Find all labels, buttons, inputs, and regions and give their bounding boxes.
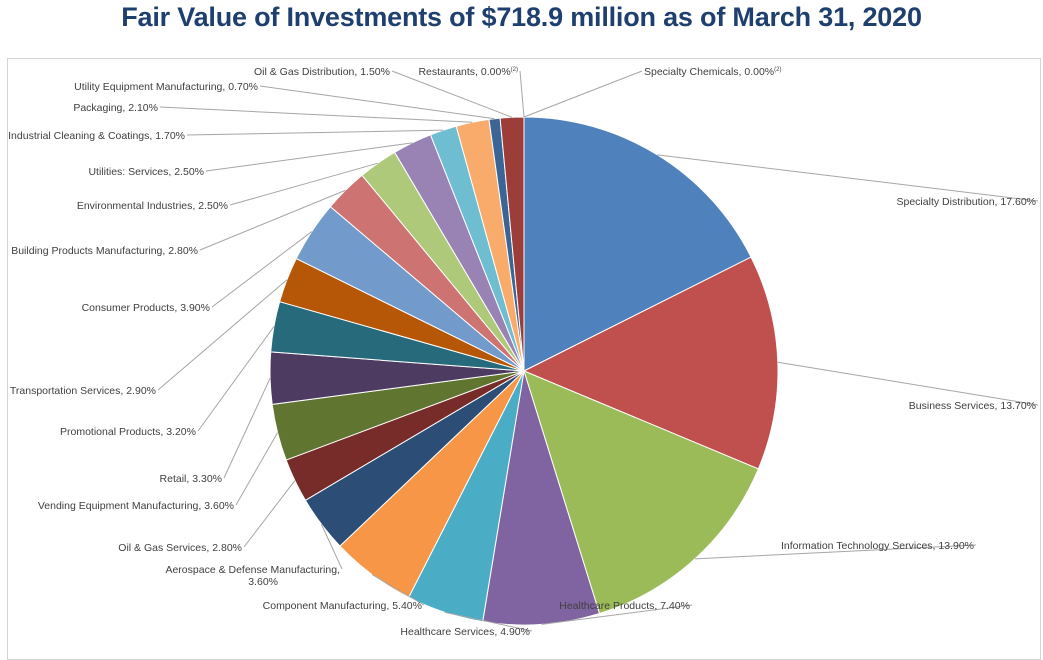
data-label-promotional-products: Promotional Products, 3.20% — [60, 426, 196, 438]
pie-slice-information-technology-services — [523, 370, 760, 615]
leader-line-healthcare-services — [444, 611, 533, 632]
leader-line-promotional-products — [197, 326, 275, 432]
leader-line-building-products-manufacturing — [199, 189, 346, 251]
leader-line-utilities-services — [205, 142, 413, 172]
leader-line-consumer-products — [211, 231, 313, 308]
leader-line-retail — [223, 377, 271, 479]
data-label-oil-gas-distribution: Oil & Gas Distribution, 1.50% — [254, 66, 390, 78]
leader-line-environmental-industries — [229, 162, 379, 206]
leader-line-utility-equipment-manufacturing — [259, 85, 495, 120]
page-title: Fair Value of Investments of $718.9 mill… — [121, 2, 922, 32]
data-label-aerospace-defense-manufacturing-value: 3.60% — [248, 576, 278, 588]
data-label-utility-equipment-manufacturing: Utility Equipment Manufacturing, 0.70% — [74, 81, 258, 93]
leader-line-oil-gas-distribution — [391, 70, 513, 118]
leader-line-aerospace-defense-manufacturing — [320, 523, 343, 570]
data-label-oil-gas-services: Oil & Gas Services, 2.80% — [118, 542, 242, 554]
data-label-building-products-manufacturing: Building Products Manufacturing, 2.80% — [11, 245, 198, 257]
data-label-restaurants: Restaurants, 0.00%(2) — [418, 66, 518, 78]
data-label-information-technology-services: Information Technology Services, 13.90% — [781, 540, 974, 552]
leader-line-packaging — [159, 106, 473, 123]
data-label-healthcare-services: Healthcare Services, 4.90% — [400, 626, 530, 638]
data-label-healthcare-products: Healthcare Products, 7.40% — [559, 600, 690, 612]
data-label-industrial-cleaning-coatings: Industrial Cleaning & Coatings, 1.70% — [8, 130, 185, 142]
leader-line-component-manufacturing — [371, 574, 425, 606]
leader-line-information-technology-services — [694, 544, 977, 560]
leader-line-specialty-chemicals — [523, 70, 643, 118]
leader-line-business-services — [777, 361, 1039, 406]
leader-line-vending-equipment-manufacturing — [235, 432, 279, 506]
pie-chart: Specialty Distribution, 17.60% Business S… — [8, 66, 1039, 638]
data-label-specialty-chemicals: Specialty Chemicals, 0.00%(2) — [644, 66, 782, 78]
leader-line-specialty-distribution — [657, 154, 1039, 202]
data-label-environmental-industries: Environmental Industries, 2.50% — [77, 200, 228, 212]
data-label-aerospace-defense-manufacturing: Aerospace & Defense Manufacturing, — [165, 564, 340, 576]
data-label-utilities-services: Utilities: Services, 2.50% — [88, 166, 204, 178]
pie-chart-area: Specialty Distribution, 17.60% Business S… — [7, 58, 1041, 660]
data-label-component-manufacturing: Component Manufacturing, 5.40% — [263, 600, 422, 612]
data-label-transportation-services: Transportation Services, 2.90% — [10, 385, 156, 397]
leader-line-restaurants — [519, 70, 525, 118]
leader-line-industrial-cleaning-coatings — [186, 129, 444, 136]
leader-line-transportation-services — [157, 279, 288, 391]
pie-slice-business-services — [522, 256, 779, 470]
data-label-packaging: Packaging, 2.10% — [73, 102, 158, 114]
data-label-vending-equipment-manufacturing: Vending Equipment Manufacturing, 3.60% — [38, 500, 234, 512]
data-label-business-services: Business Services, 13.70% — [909, 400, 1036, 412]
leader-line-oil-gas-services — [243, 480, 296, 548]
data-label-consumer-products: Consumer Products, 3.90% — [82, 302, 210, 314]
data-label-specialty-distribution: Specialty Distribution, 17.60% — [897, 196, 1037, 208]
leader-line-healthcare-products — [541, 604, 693, 625]
data-label-retail: Retail, 3.30% — [160, 473, 222, 485]
